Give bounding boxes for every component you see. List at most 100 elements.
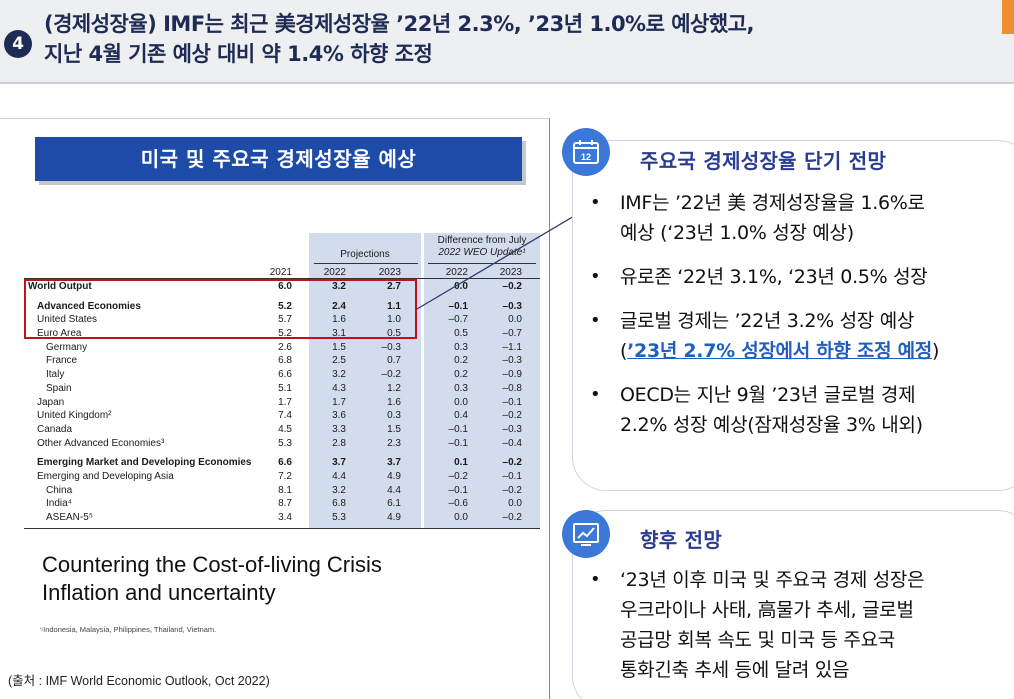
col-header-diff-2023: 2023 [499, 267, 522, 278]
row-label: China [46, 484, 73, 496]
cell-proj-2022: 3.2 [332, 369, 346, 381]
cell-proj-2023: 4.9 [387, 512, 401, 523]
cell-diff-2023: –0.2 [502, 512, 522, 523]
table-row: Emerging Market and Developing Economies… [24, 456, 540, 470]
cell-2021: 5.2 [278, 300, 292, 312]
cell-proj-2022: 2.8 [332, 437, 346, 449]
cell-2021: 6.0 [278, 281, 292, 292]
highlight-box [24, 279, 417, 339]
cell-diff-2022: 0.0 [454, 281, 468, 292]
cell-diff-2022: –0.2 [448, 470, 468, 482]
table-row: Germany 2.6 1.5 –0.3 0.3 –1.1 [24, 341, 540, 355]
row-label: France [46, 355, 78, 367]
report-title-line1: Countering the Cost-of-living Crisis [42, 552, 382, 577]
table-row: United States 5.7 1.6 1.0 –0.7 0.0 [24, 313, 540, 327]
difference-group-rule [428, 263, 536, 264]
table-row: Italy 6.6 3.2 –0.2 0.2 –0.9 [24, 368, 540, 382]
col-header-2021: 2021 [269, 267, 292, 278]
cell-diff-2023: –0.9 [502, 369, 522, 381]
table-row: Japan 1.7 1.7 1.6 0.0 –0.1 [24, 396, 540, 410]
cell-proj-2023: 1.1 [387, 300, 401, 312]
difference-group-header: Difference from July 2022 WEO Update¹ [424, 235, 540, 259]
cell-diff-2022: –0.1 [448, 300, 468, 312]
cell-proj-2023: 1.2 [387, 382, 401, 394]
bullet-imf-us-line1: IMF는 ’22년 美 경제성장율을 1.6%로 [620, 192, 925, 214]
future-outlook-title: 향후 전망 [640, 528, 723, 552]
row-label: United Kingdom² [37, 410, 112, 422]
cell-proj-2022: 2.4 [332, 300, 346, 312]
bullet-outlook-line1: ‘23년 이후 미국 및 주요국 경제 성장은 [620, 569, 925, 591]
calendar-icon: 12 [562, 128, 610, 176]
cell-diff-2023: –0.4 [502, 437, 522, 449]
bullet-global: 글로벌 경제는 ’22년 3.2% 성장 예상 (’23년 2.7% 성장에서 … [590, 306, 1000, 366]
cell-2021: 7.2 [278, 470, 292, 482]
cell-proj-2023: –0.2 [381, 369, 401, 381]
cell-2021: 8.7 [278, 498, 292, 510]
bullet-outlook-line3: 공급망 회복 속도 및 미국 등 주요국 [620, 629, 895, 651]
cell-2021: 5.3 [278, 437, 292, 449]
cell-proj-2023: 0.5 [387, 328, 401, 340]
cell-diff-2022: –0.6 [448, 498, 468, 510]
bullet-oecd-line1: OECD는 지난 9월 ’23년 글로벌 경제 [620, 384, 916, 406]
projections-column-shade [309, 233, 421, 528]
col-header-proj-2022: 2022 [323, 267, 346, 278]
bullet-outlook-line4: 통화긴축 추세 등에 달려 있음 [620, 659, 850, 681]
row-label: ASEAN-5⁵ [46, 512, 93, 523]
projections-group-rule [314, 263, 418, 264]
cell-diff-2023: –0.3 [502, 355, 522, 367]
cell-proj-2022: 3.3 [332, 423, 346, 435]
cell-proj-2022: 1.7 [332, 396, 346, 408]
slide-title: (경제성장율) IMF는 최근 美경제성장율 ’22년 2.3%, ’23년 1… [44, 9, 944, 69]
bullet-eurozone: 유로존 ‘22년 3.1%, ‘23년 0.5% 성장 [590, 262, 1000, 292]
cell-2021: 2.6 [278, 341, 292, 353]
col-header-proj-2023: 2023 [378, 267, 401, 278]
cell-2021: 5.2 [278, 328, 292, 340]
cell-proj-2023: –0.3 [381, 341, 401, 353]
cell-diff-2022: –0.1 [448, 437, 468, 449]
row-label: Emerging and Developing Asia [37, 470, 174, 482]
table-row: China 8.1 3.2 4.4 –0.1 –0.2 [24, 484, 540, 498]
cell-diff-2022: 0.1 [454, 457, 468, 469]
cell-diff-2023: 0.0 [508, 314, 522, 326]
table-row: France 6.8 2.5 0.7 0.2 –0.3 [24, 354, 540, 368]
cell-proj-2023: 0.7 [387, 355, 401, 367]
downgrade-link[interactable]: ’23년 2.7% 성장에서 하향 조정 예정 [627, 340, 932, 362]
section-number-badge: 4 [4, 30, 32, 58]
cell-2021: 1.7 [278, 396, 292, 408]
row-label: Advanced Economies [37, 300, 141, 312]
cell-diff-2023: –0.7 [502, 328, 522, 340]
row-label: Euro Area [37, 328, 82, 340]
slide-title-line1: (경제성장율) IMF는 최근 美경제성장율 ’22년 2.3%, ’23년 1… [44, 12, 754, 36]
report-title-line2: Inflation and uncertainty [42, 580, 276, 605]
row-label: Italy [46, 369, 65, 381]
cell-diff-2022: 0.5 [454, 328, 468, 340]
cell-proj-2022: 1.5 [332, 341, 346, 353]
slide-title-line2: 지난 4월 기존 예상 대비 약 1.4% 하향 조정 [44, 42, 433, 66]
cell-diff-2023: –1.1 [502, 341, 522, 353]
cell-2021: 5.1 [278, 382, 292, 394]
cell-proj-2022: 4.3 [332, 382, 346, 394]
cell-diff-2022: 0.3 [454, 382, 468, 394]
row-label: Japan [37, 396, 65, 408]
cell-proj-2023: 1.0 [387, 314, 401, 326]
table-row: Canada 4.5 3.3 1.5 –0.1 –0.3 [24, 423, 540, 437]
cell-diff-2022: 0.0 [454, 396, 468, 408]
cell-2021: 8.1 [278, 484, 292, 496]
col-header-diff-2022: 2022 [445, 267, 468, 278]
bullet-outlook: ‘23년 이후 미국 및 주요국 경제 성장은 우크라이나 사태, 高물가 추세… [590, 565, 1000, 685]
paren-open: ( [620, 340, 628, 362]
cell-diff-2022: –0.7 [448, 314, 468, 326]
cell-proj-2023: 6.1 [387, 498, 401, 510]
cell-proj-2022: 1.6 [332, 314, 346, 326]
cell-proj-2023: 1.5 [387, 423, 401, 435]
cell-diff-2022: –0.1 [448, 423, 468, 435]
orange-accent-bar [1002, 0, 1014, 34]
cell-diff-2022: 0.4 [454, 410, 468, 422]
bullet-global-line2: (’23년 2.7% 성장에서 하향 조정 예정) [620, 336, 1000, 366]
paren-close: ) [931, 340, 940, 362]
short-term-card-title: 주요국 경제성장율 단기 전망 [640, 149, 887, 173]
cell-diff-2022: 0.2 [454, 369, 468, 381]
cell-proj-2023: 4.9 [387, 470, 401, 482]
cell-proj-2023: 2.3 [387, 437, 401, 449]
table-row: India⁴ 8.7 6.8 6.1 –0.6 0.0 [24, 497, 540, 511]
